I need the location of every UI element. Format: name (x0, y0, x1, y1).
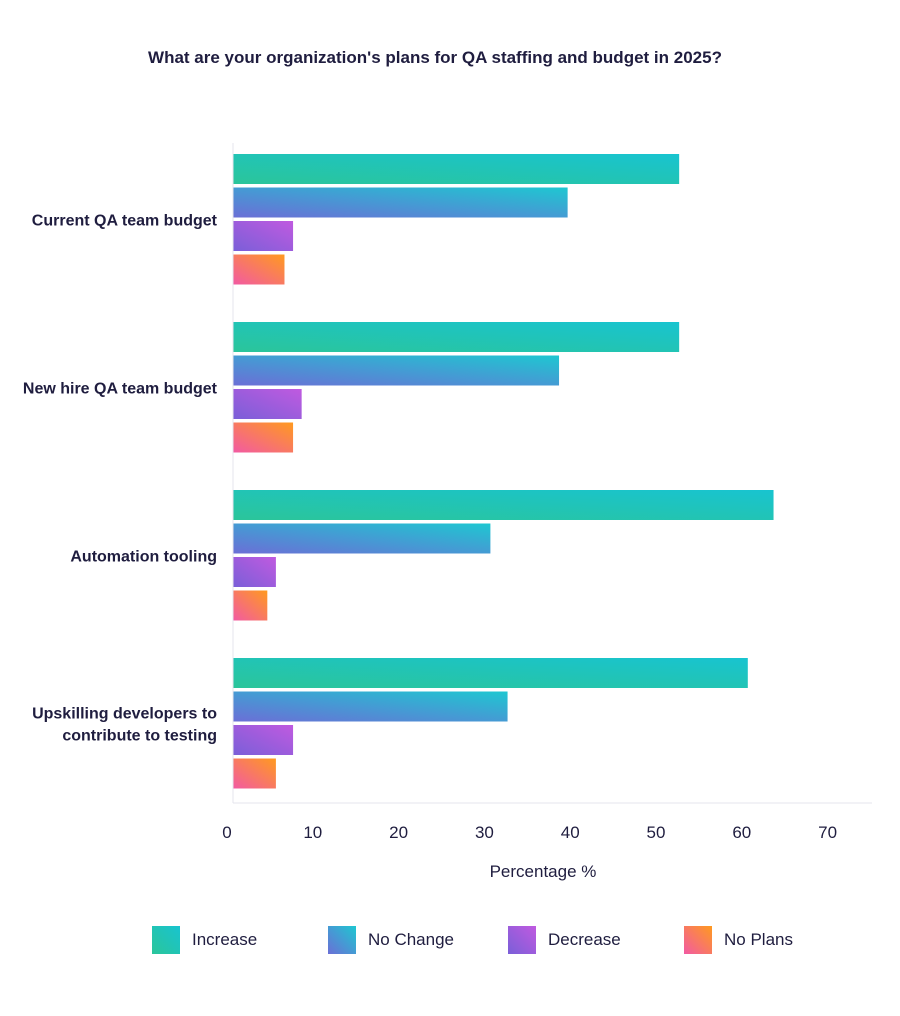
legend-label: No Plans (724, 930, 793, 949)
labels-layer: Current QA team budget New hire QA team b… (23, 212, 837, 881)
category-label-0: Current QA team budget (32, 212, 218, 229)
x-tick-label-1: 10 (303, 823, 322, 842)
legend-label: Increase (192, 930, 258, 949)
bar-decrease-2 (233, 557, 276, 587)
bar-no-plans-1 (233, 422, 294, 453)
bar-decrease-3 (233, 725, 294, 755)
x-tick-label-2: 20 (389, 823, 408, 842)
x-axis-title: Percentage % (490, 862, 597, 881)
x-tick-label-5: 50 (647, 823, 666, 842)
legend-item-no-plans: No Plans (684, 924, 793, 956)
legend-swatch (684, 926, 712, 954)
bar-no-plans-0 (233, 254, 285, 285)
legend-label: No Change (368, 930, 455, 949)
bar-increase-1 (233, 322, 680, 352)
x-tick-label-3: 30 (475, 823, 494, 842)
legend-label: Decrease (548, 930, 621, 949)
x-tick-label-4: 40 (561, 823, 580, 842)
x-tick-label-7: 70 (818, 823, 837, 842)
bar-increase-3 (233, 658, 748, 688)
legend: Increase No Change Decrease No Plans (0, 924, 900, 956)
bar-no-change-0 (233, 187, 568, 218)
legend-item-increase: Increase (152, 924, 257, 956)
bar-increase-2 (233, 490, 774, 520)
bar-no-change-2 (233, 523, 491, 554)
legend-swatch (328, 926, 356, 954)
legend-swatch (152, 926, 180, 954)
legend-swatch (508, 926, 536, 954)
legend-item-decrease: Decrease (508, 924, 621, 956)
category-label-1: New hire QA team budget (23, 380, 218, 397)
bar-increase-0 (233, 154, 680, 184)
x-tick-label-0: 0 (222, 823, 231, 842)
bars-layer (233, 154, 774, 789)
bar-decrease-1 (233, 389, 302, 419)
bar-no-change-3 (233, 691, 508, 722)
legend-item-no-change: No Change (328, 924, 454, 956)
category-label-3: Upskilling developers to (32, 705, 217, 722)
chart-title: What are your organization's plans for Q… (148, 48, 722, 67)
axes-layer (232, 143, 872, 804)
bar-no-plans-3 (233, 758, 276, 789)
bar-no-change-1 (233, 355, 560, 386)
category-label-3: contribute to testing (62, 727, 217, 744)
bar-decrease-0 (233, 221, 294, 251)
x-tick-label-6: 60 (732, 823, 751, 842)
category-label-2: Automation tooling (70, 548, 217, 565)
bar-no-plans-2 (233, 590, 268, 621)
